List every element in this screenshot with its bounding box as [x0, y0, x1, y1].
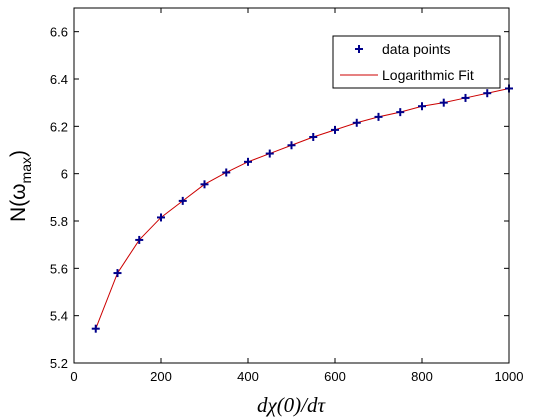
y-axis-label-end: )	[7, 150, 30, 157]
y-tick-label: 6.2	[50, 119, 68, 134]
y-tick-label: 5.8	[50, 214, 68, 229]
y-axis: 5.2 5.4 5.6 5.8 6 6.2 6.4 6.6	[50, 25, 509, 371]
legend-label-logarithmic-fit: Logarithmic Fit	[382, 67, 474, 83]
y-tick-label: 6	[61, 167, 68, 182]
x-tick-label: 200	[150, 369, 172, 384]
svg-text:N(ωmax): N(ωmax)	[7, 150, 34, 222]
data-point	[483, 89, 492, 98]
plot-frame	[73, 7, 510, 364]
data-point	[265, 149, 274, 158]
x-tick-label: 400	[237, 369, 259, 384]
data-point	[287, 141, 296, 150]
legend-marker-data-points	[355, 45, 363, 53]
y-tick-label: 5.4	[50, 309, 68, 324]
data-point	[244, 157, 252, 166]
y-tick-label: 6.6	[50, 25, 68, 40]
y-axis-label-main: N(ω	[7, 183, 30, 222]
data-point	[113, 269, 122, 278]
y-axis-label-sub: max	[18, 157, 34, 183]
data-point	[439, 98, 448, 107]
data-point	[222, 168, 231, 177]
y-tick-label: 5.6	[50, 261, 68, 276]
data-point	[200, 180, 209, 189]
data-point	[309, 132, 318, 141]
data-point	[418, 102, 426, 111]
x-axis: 0 200 400 600 800 1000	[70, 8, 523, 384]
x-tick-label: 600	[324, 369, 346, 384]
data-point	[352, 118, 361, 127]
data-point	[461, 93, 470, 102]
legend-box	[332, 35, 501, 89]
data-point	[157, 213, 165, 222]
data-point	[396, 108, 405, 117]
points-layer	[91, 84, 513, 333]
x-axis-label: dχ(0)/dτ	[257, 393, 327, 417]
data-point	[91, 324, 100, 333]
y-tick-label: 5.2	[50, 356, 68, 371]
legend: data points Logarithmic Fit	[332, 35, 501, 89]
legend-label-data-points: data points	[382, 41, 451, 57]
x-tick-label: 800	[411, 369, 433, 384]
x-tick-label: 1000	[495, 369, 524, 384]
y-axis-label: N(ωmax)	[7, 150, 34, 222]
data-point	[331, 125, 339, 134]
data-point	[135, 235, 144, 244]
x-tick-label: 0	[70, 369, 77, 384]
y-tick-label: 6.4	[50, 72, 68, 87]
data-point	[374, 112, 383, 121]
data-point	[178, 196, 187, 205]
